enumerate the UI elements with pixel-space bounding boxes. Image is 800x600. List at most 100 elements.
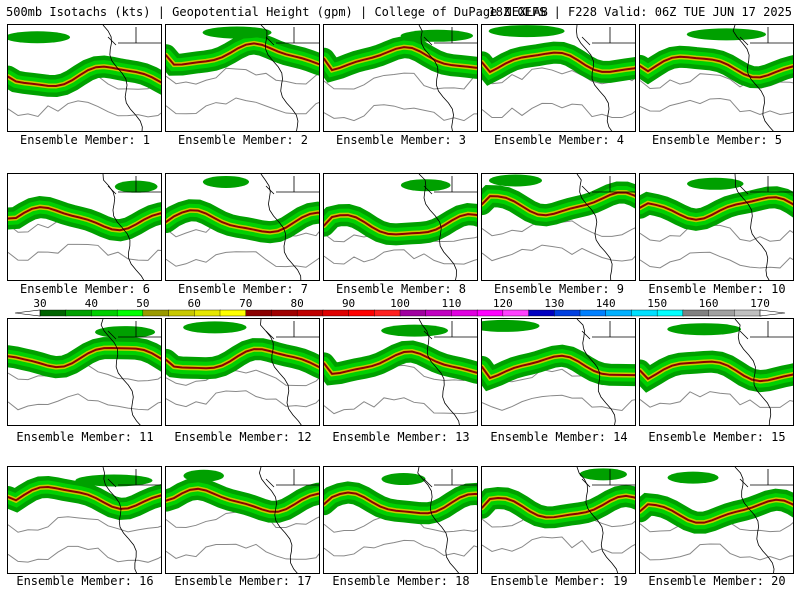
jet-core-max (640, 360, 793, 383)
jet-band-north (686, 28, 767, 41)
member-map-13 (324, 319, 477, 425)
colorbar-segment (399, 309, 427, 317)
jet-band-north (381, 473, 426, 486)
political-borders (739, 176, 793, 195)
colorbar-segment (374, 309, 401, 317)
coastline (576, 25, 613, 131)
member-label: Ensemble Member: 11 (16, 430, 154, 444)
jet-core-max (8, 65, 161, 88)
colorbar-tick-label: 70 (239, 297, 253, 310)
member-panel-6 (7, 173, 162, 281)
height-contour (640, 224, 793, 242)
coastline (734, 319, 772, 425)
jet-core-max (166, 487, 319, 513)
colorbar-segment (734, 309, 761, 317)
colorbar-segment (91, 309, 118, 317)
member-label: Ensemble Member: 14 (490, 430, 628, 444)
member-label: Ensemble Member: 17 (174, 574, 312, 588)
political-borders (581, 469, 635, 488)
height-contour (482, 244, 635, 262)
political-borders (423, 469, 477, 488)
member-map-1 (8, 25, 161, 131)
colorbar-tick-label: 40 (84, 297, 99, 310)
height-contour (166, 543, 319, 560)
coastline (102, 467, 138, 573)
coastline (260, 319, 302, 425)
coastline (418, 25, 454, 131)
jet-core-max (482, 494, 635, 519)
height-contour (8, 393, 161, 411)
member-label: Ensemble Member: 12 (174, 430, 312, 444)
colorbar-tick-label: 80 (290, 297, 304, 310)
member-panel-2 (165, 24, 320, 132)
speed-colorbar (14, 309, 786, 317)
jet-core-max (166, 209, 319, 234)
member-map-20 (640, 467, 793, 573)
member-panel-13 (323, 318, 478, 426)
colorbar-segment (682, 309, 710, 317)
jet-core-max (166, 348, 319, 370)
jet-band-north (400, 29, 474, 42)
colorbar-tick-label: 30 (33, 297, 47, 310)
height-contour (640, 97, 793, 115)
member-panel-11 (7, 318, 162, 426)
jet-band-north (687, 177, 744, 190)
political-borders (581, 176, 635, 195)
jet-core-max (482, 354, 635, 380)
member-panel-19 (481, 466, 636, 574)
colorbar-tick-label: 60 (187, 297, 201, 310)
jet-core-max (482, 51, 635, 74)
colorbar-segment (271, 309, 298, 317)
height-contour (8, 545, 161, 563)
colorbar-segment (605, 309, 633, 317)
colorbar-segment (296, 309, 324, 317)
member-label: Ensemble Member: 3 (335, 133, 467, 147)
member-panel-9 (481, 173, 636, 281)
member-map-11 (8, 319, 161, 425)
coastline (734, 467, 775, 573)
jet-core-max (640, 55, 793, 79)
member-panel-8 (323, 173, 478, 281)
coastline (418, 174, 457, 280)
height-contour (640, 391, 793, 408)
colorbar-segment (502, 309, 530, 317)
coastline (260, 174, 302, 280)
jet-core-max (324, 350, 477, 375)
jet-core-max (166, 42, 319, 66)
member-map-10 (640, 174, 793, 280)
jet-band-north (482, 319, 540, 332)
colorbar-tick-label: 160 (698, 297, 719, 310)
member-map-2 (166, 25, 319, 131)
colorbar-tick-label: 140 (595, 297, 616, 310)
member-map-4 (482, 25, 635, 131)
member-map-14 (482, 319, 635, 425)
member-map-5 (640, 25, 793, 131)
member-panel-15 (639, 318, 794, 426)
coastline (576, 174, 613, 280)
height-contour (640, 251, 793, 269)
jet-core-max (324, 46, 477, 72)
member-label: Ensemble Member: 19 (490, 574, 628, 588)
colorbar-segment (142, 309, 170, 317)
member-label: Ensemble Member: 18 (332, 574, 470, 588)
member-label: Ensemble Member: 1 (19, 133, 151, 147)
political-borders (739, 469, 793, 488)
member-map-8 (324, 174, 477, 280)
political-borders (265, 27, 319, 46)
colorbar-segment (451, 309, 478, 317)
jet-core-max (324, 213, 477, 236)
jet-band-north (75, 474, 153, 487)
height-contour (324, 72, 477, 90)
coastline (576, 467, 619, 573)
member-map-16 (8, 467, 161, 573)
colorbar-segment (425, 309, 453, 317)
member-label: Ensemble Member: 7 (177, 282, 309, 296)
member-label: Ensemble Member: 16 (16, 574, 154, 588)
jet-core-max (640, 498, 793, 524)
member-panel-7 (165, 173, 320, 281)
coastline (260, 25, 299, 131)
member-map-7 (166, 174, 319, 280)
height-contour (482, 102, 635, 119)
colorbar-segment (554, 309, 581, 317)
colorbar-segment (116, 309, 144, 317)
